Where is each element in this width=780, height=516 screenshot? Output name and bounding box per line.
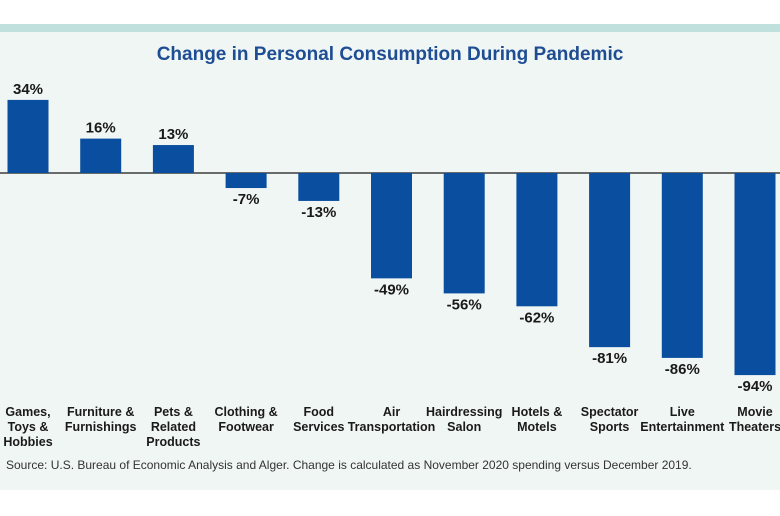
value-label-1: 16% — [86, 120, 116, 137]
value-label-5: -49% — [374, 281, 409, 298]
category-label-8-line-1: Sports — [590, 420, 630, 434]
category-label-5-line-0: Air — [383, 405, 401, 419]
category-label-1-line-1: Furnishings — [65, 420, 137, 434]
category-label-9-line-0: Live — [670, 405, 695, 419]
value-label-8: -81% — [592, 350, 627, 367]
category-label-4-line-1: Services — [293, 420, 344, 434]
bar-0 — [7, 99, 49, 173]
bar-5 — [371, 173, 412, 279]
category-label-2-line-2: Products — [146, 435, 200, 449]
source-note: Source: U.S. Bureau of Economic Analysis… — [6, 458, 692, 472]
bar-8 — [589, 173, 631, 348]
category-label-6-line-0: Hairdressing — [426, 405, 502, 419]
category-label-3-line-1: Footwear — [218, 420, 274, 434]
category-label-5-line-1: Transportation — [348, 420, 436, 434]
category-label-6-line-1: Salon — [447, 420, 481, 434]
bar-3 — [225, 173, 267, 189]
category-label-8-line-0: Spectator — [581, 405, 639, 419]
category-label-7-line-0: Hotels & — [512, 405, 563, 419]
category-label-2-line-0: Pets & — [154, 405, 193, 419]
category-label-0-line-1: Toys & — [8, 420, 49, 434]
bar-2 — [152, 145, 194, 173]
category-label-10-line-0: Movie — [737, 405, 772, 419]
bar-6 — [443, 173, 485, 294]
value-label-7: -62% — [519, 309, 554, 326]
chart-title: Change in Personal Consumption During Pa… — [156, 44, 624, 65]
top-accent-rule — [0, 24, 780, 32]
category-label-10-line-1: Theaters — [729, 420, 780, 434]
category-label-2-line-1: Related — [151, 420, 196, 434]
value-label-4: -13% — [301, 204, 336, 221]
bar-1 — [80, 138, 122, 173]
category-label-9-line-1: Entertainment — [640, 420, 725, 434]
category-label-3-line-0: Clothing & — [215, 405, 278, 419]
value-label-0: 34% — [13, 81, 43, 98]
category-label-4-line-0: Food — [304, 405, 335, 419]
bar-4 — [298, 173, 340, 201]
value-label-3: -7% — [233, 191, 260, 208]
value-label-6: -56% — [447, 296, 482, 313]
bar-10 — [734, 173, 776, 376]
bar-7 — [516, 173, 558, 307]
bar-9 — [661, 173, 703, 358]
value-label-9: -86% — [665, 361, 700, 378]
category-label-7-line-1: Motels — [517, 420, 557, 434]
category-label-1-line-0: Furniture & — [67, 405, 134, 419]
category-label-0-line-2: Hobbies — [3, 435, 52, 449]
value-label-2: 13% — [158, 126, 188, 143]
category-label-0-line-0: Games, — [5, 405, 50, 419]
value-label-10: -94% — [737, 378, 772, 395]
